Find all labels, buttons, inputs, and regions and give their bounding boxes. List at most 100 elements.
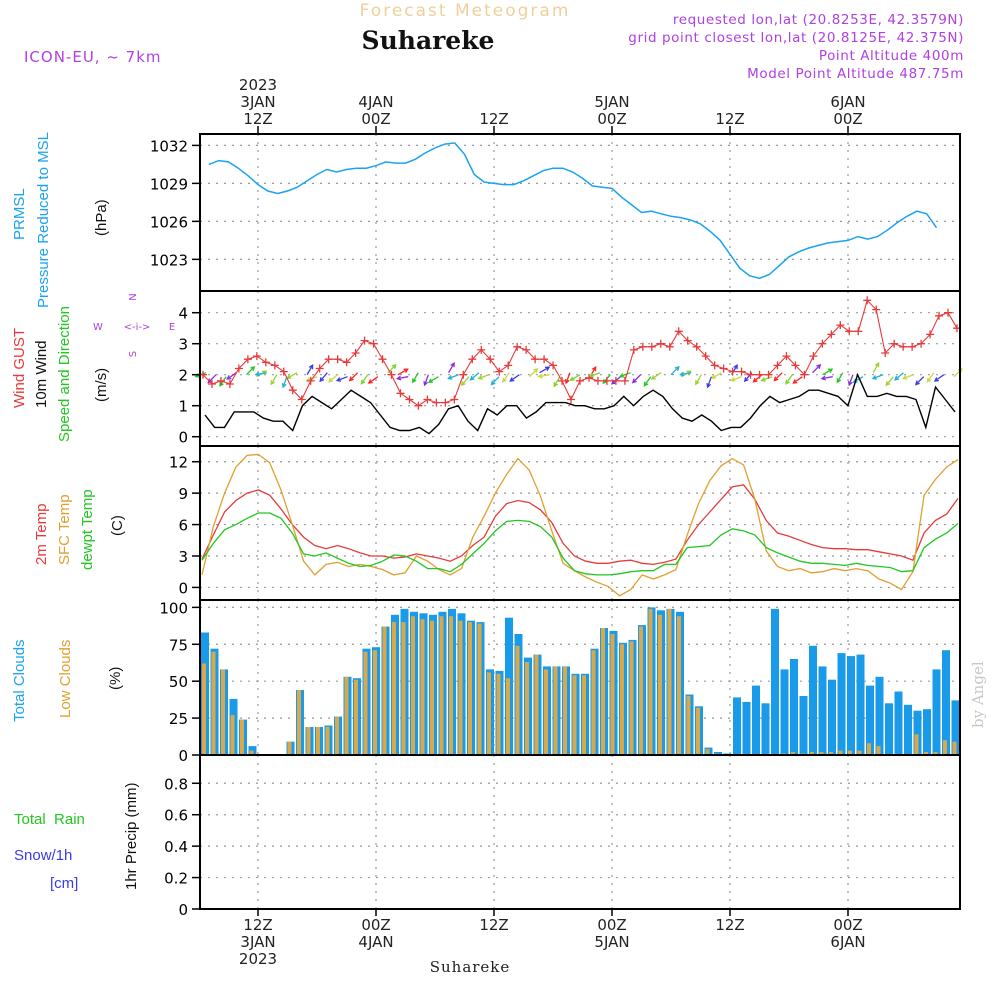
- wind-unit: (m/s): [93, 368, 110, 402]
- wind-direction-arrowhead: [490, 380, 496, 386]
- wind-direction-arrow: [270, 374, 278, 385]
- wind-direction-arrowhead: [335, 377, 342, 382]
- wind-gust-marker: [396, 389, 405, 398]
- wind-direction-arrowhead: [733, 364, 738, 370]
- low-clouds-bar: [240, 719, 244, 755]
- model-name: ICON-EU, ~ 7km: [24, 48, 162, 66]
- low-clouds-bar: [705, 749, 710, 755]
- low-clouds-bar: [867, 743, 871, 755]
- wind-gust-marker: [351, 349, 360, 357]
- low-clouds-bar: [572, 675, 577, 755]
- time-label-bottom: 12Z: [715, 916, 744, 934]
- wind-direction-arrow: [836, 372, 844, 383]
- wind-direction-arrowhead: [450, 362, 455, 368]
- wind-gust-marker: [602, 376, 611, 385]
- time-label-bottom: 12Z: [243, 916, 272, 934]
- y-tick-label: 100: [159, 599, 188, 617]
- wind-direction-arrow: [287, 372, 298, 379]
- wind-direction-arrowhead: [871, 375, 877, 380]
- pressure-unit: (hPa): [93, 199, 110, 236]
- total-clouds-bar: [866, 685, 874, 755]
- wind-direction-arrow: [785, 374, 793, 385]
- wind-gust-marker: [486, 355, 495, 364]
- wind-direction-arrow: [707, 376, 713, 388]
- wind-direction-arrow: [915, 376, 925, 385]
- low-clouds-bar: [363, 651, 368, 755]
- wind-gust-marker: [647, 342, 656, 351]
- low-clouds-bar: [952, 741, 957, 755]
- low-clouds-bar: [249, 750, 254, 755]
- y-tick-label: 75: [169, 636, 188, 654]
- low-clouds-bar: [458, 620, 463, 755]
- wind-direction-arrowhead: [545, 366, 551, 371]
- low-clouds-bar: [354, 679, 358, 755]
- time-label-top: 2023: [239, 76, 277, 94]
- y-tick-label: 1029: [150, 175, 188, 193]
- total-clouds-bar: [885, 703, 893, 755]
- wind-gust-marker: [495, 367, 504, 376]
- wind-gust-marker: [576, 376, 584, 385]
- wind-direction-arrow: [753, 374, 763, 383]
- panel-frame: [199, 754, 961, 910]
- wind-direction-arrow: [565, 372, 571, 384]
- wind-gust-marker: [477, 345, 486, 354]
- time-label-top: 12Z: [479, 110, 508, 128]
- time-label-bottom: 00Z: [833, 916, 862, 934]
- low-clouds-bar: [297, 690, 301, 755]
- wind-direction-arrowhead: [327, 377, 334, 383]
- time-label-top: 6JAN: [830, 93, 865, 111]
- wind-direction-arrowhead: [395, 375, 402, 381]
- wind-direction-arrow: [651, 372, 662, 380]
- y-tick-label: 0.8: [164, 775, 188, 793]
- wind-gust-marker: [360, 336, 369, 345]
- wind-gust-marker: [540, 355, 549, 364]
- svg-text:<-i->: <-i->: [124, 322, 151, 333]
- low-clouds-bar: [924, 752, 928, 755]
- wind-gust-marker: [531, 355, 540, 364]
- panel-frame: [199, 445, 961, 601]
- low-clouds-bar: [629, 641, 634, 755]
- wind-direction-arrow: [490, 376, 500, 385]
- low-clouds-bar: [534, 654, 539, 755]
- requested-coords: requested lon,lat (20.8253E, 42.3579N): [673, 12, 964, 28]
- wind-direction-arrowhead: [460, 381, 466, 387]
- wind-direction-arrowhead: [591, 366, 597, 372]
- svg-text:S: S: [128, 351, 139, 357]
- low-clouds-bar: [943, 740, 947, 755]
- wind-direction-arrow: [319, 372, 328, 382]
- low-clouds-bar: [306, 727, 311, 755]
- wind-direction-arrow: [792, 376, 803, 384]
- product-title: Forecast Meteogram: [360, 1, 571, 21]
- wind-gust-marker: [935, 311, 944, 320]
- wind-direction-arrowhead: [477, 375, 483, 380]
- dewpoint-label: dewpt Temp: [79, 489, 96, 570]
- wind-gust-marker: [333, 355, 342, 364]
- total-clouds-bar: [894, 691, 903, 755]
- wind-direction-arrow: [670, 366, 680, 376]
- wind-10m-label: 10m Wind: [33, 340, 50, 408]
- wind-direction-arrow: [539, 366, 550, 374]
- wind-gust-marker: [800, 370, 809, 379]
- wind-gust-marker: [746, 370, 755, 379]
- low-clouds-bar: [420, 619, 425, 755]
- wind-direction-arrowhead: [631, 378, 637, 384]
- panel-frame: [199, 290, 961, 447]
- point-altitude: Point Altitude 400m: [819, 48, 964, 64]
- wind-gust-marker: [764, 370, 773, 379]
- wind-gust-marker: [306, 376, 315, 385]
- wind-gust-marker: [872, 305, 881, 314]
- wind-direction-arrow: [926, 372, 935, 383]
- wind-direction-arrowhead: [706, 383, 712, 389]
- wind-direction-arrow: [306, 364, 314, 376]
- wind-gust-marker: [755, 370, 764, 379]
- low-clouds-bar: [382, 626, 387, 755]
- wind-gust-label: Wind GUST: [11, 328, 28, 408]
- y-tick-label: 0.6: [164, 807, 188, 825]
- wind-direction-arrow: [570, 374, 581, 381]
- wind-gust-marker: [845, 327, 854, 336]
- low-clouds-bar: [316, 727, 320, 755]
- total-clouds-bar: [847, 656, 855, 755]
- low-clouds-bar: [914, 734, 919, 755]
- total-clouds-bar: [837, 653, 846, 755]
- wind-direction-arrowhead: [219, 381, 224, 387]
